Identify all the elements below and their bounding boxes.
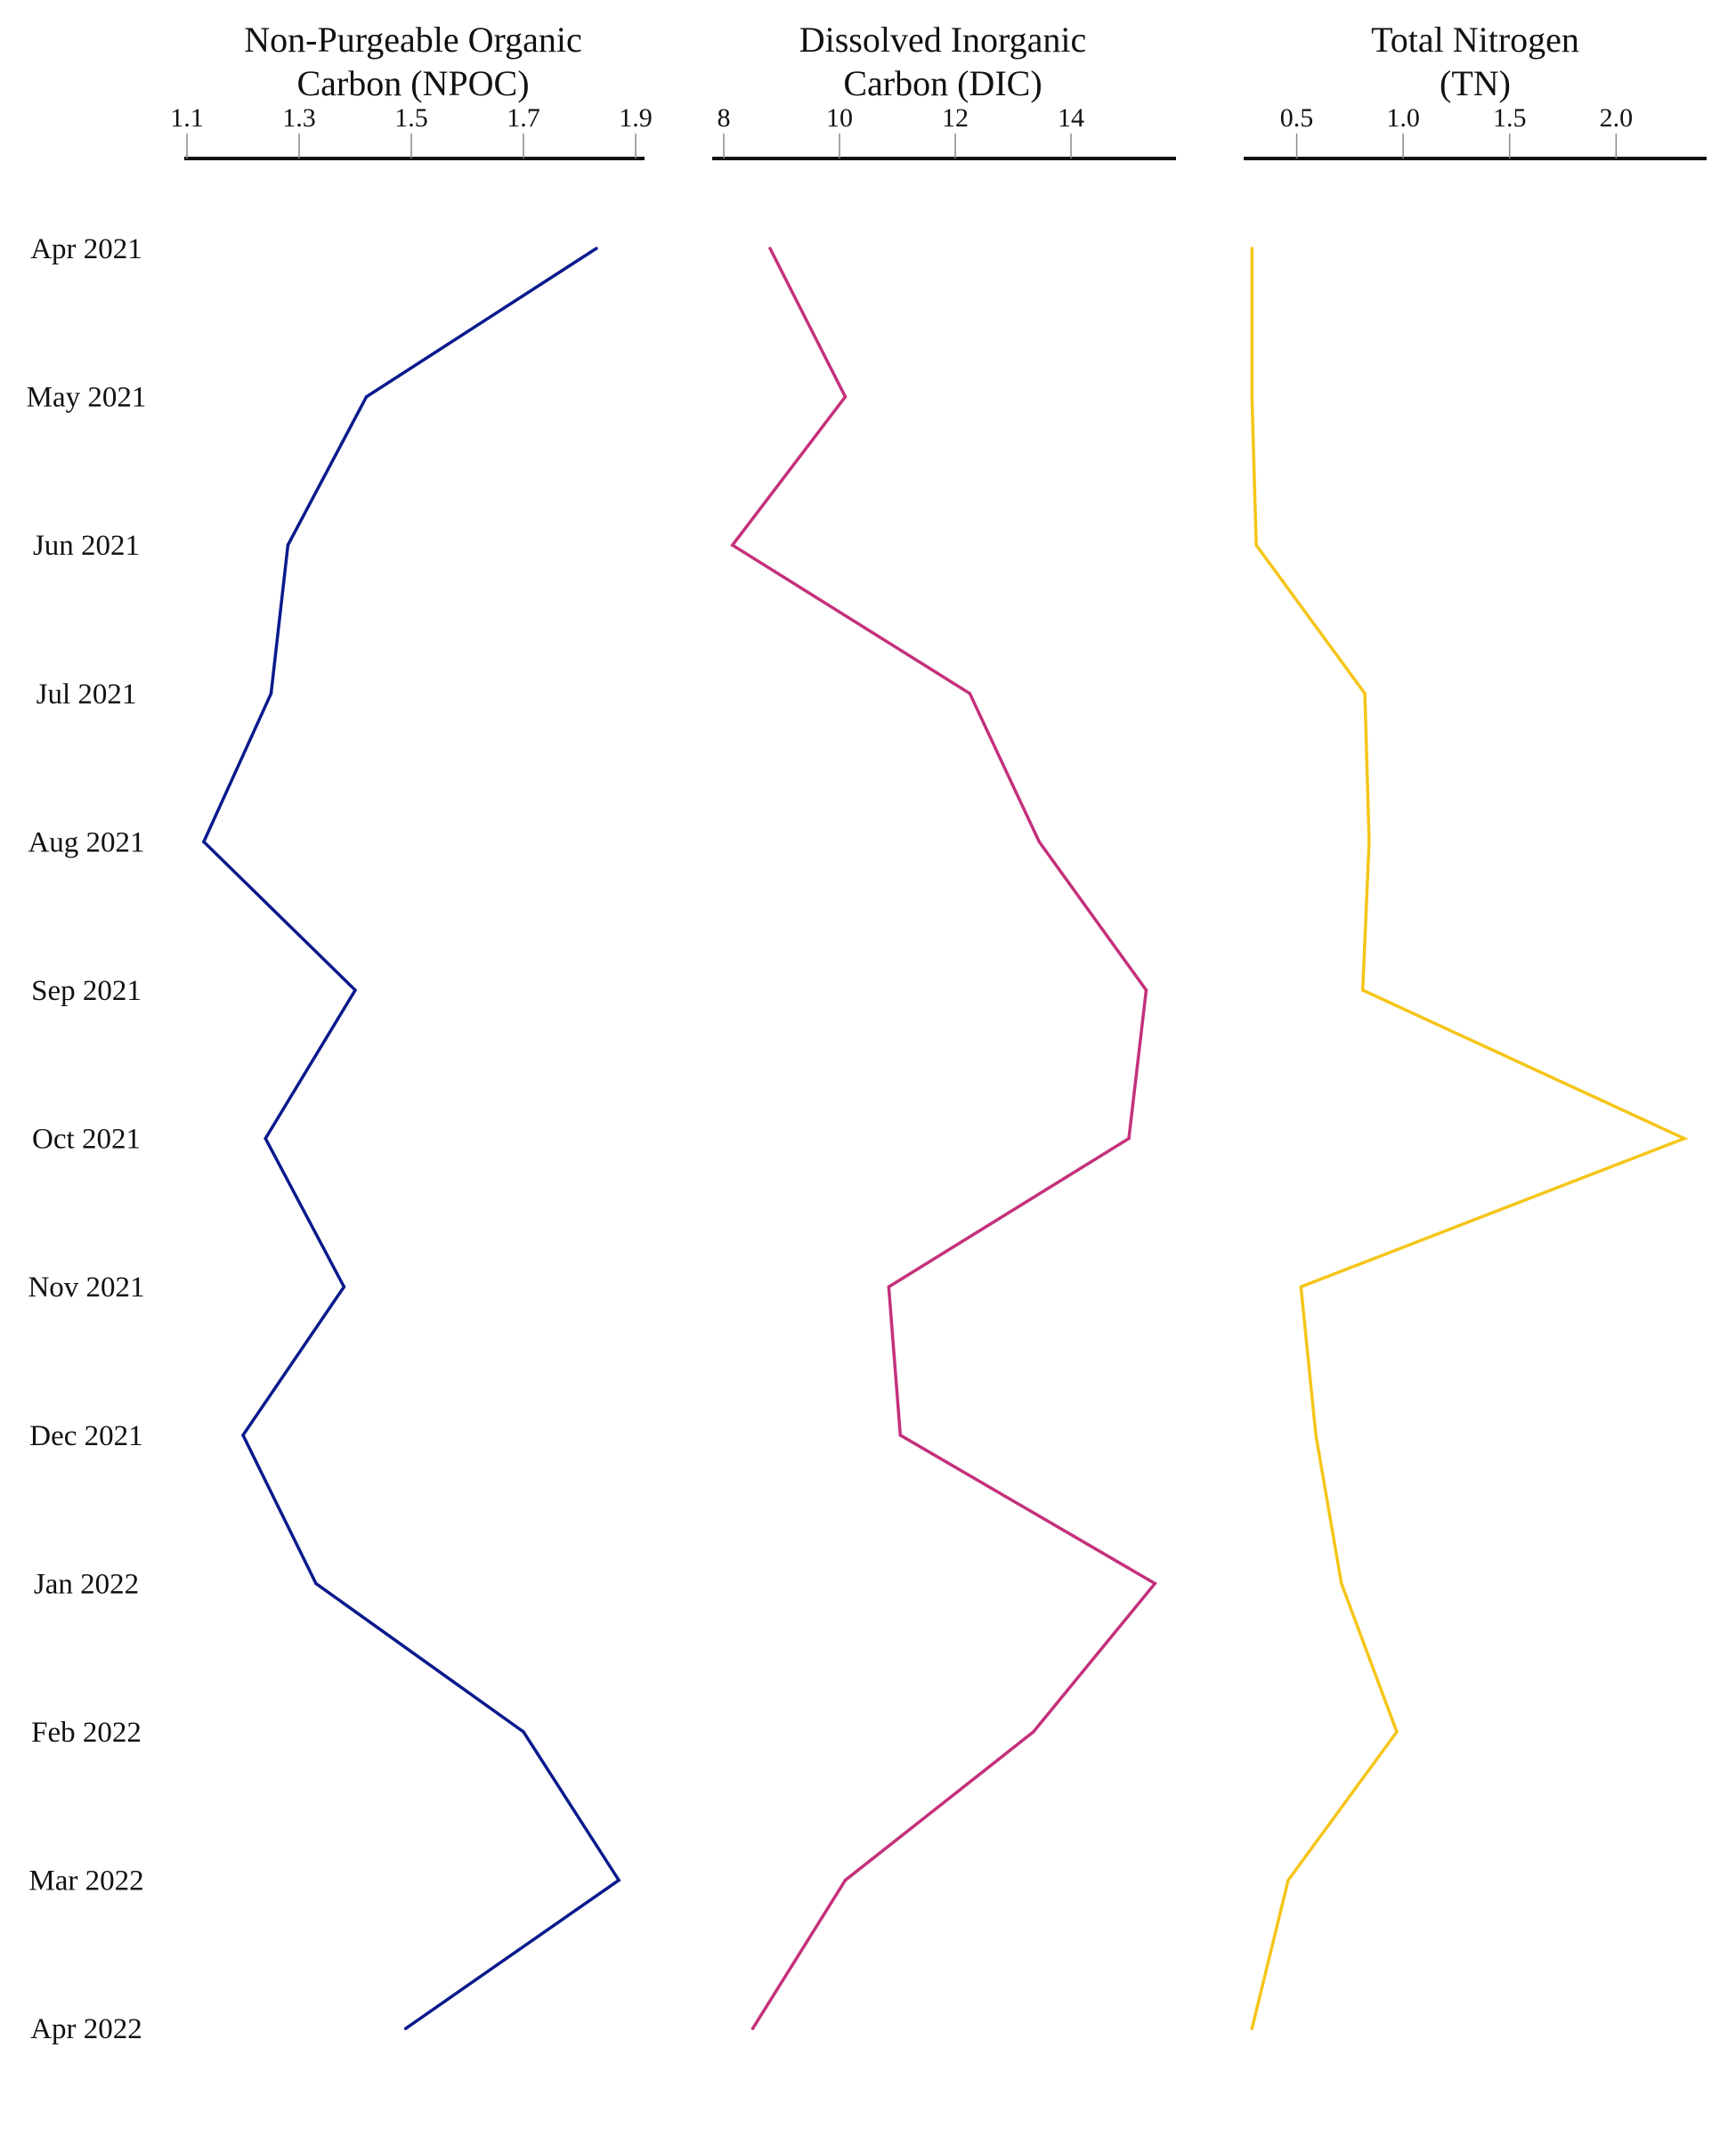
data-point [1254,543,1258,547]
tick-label: 14 [1058,103,1084,133]
data-point [1037,840,1041,844]
panel-title-line: Dissolved Inorganic [799,20,1087,60]
data-point [898,1434,902,1437]
data-point [286,543,290,547]
panel-title-line: Carbon (NPOC) [296,63,529,103]
date-label: Jun 2021 [33,530,140,562]
data-point [768,247,772,250]
data-point [403,2027,408,2030]
tick-label: 1.5 [394,103,428,133]
data-point [1367,840,1371,844]
data-point [264,1136,267,1141]
data-point [364,394,369,399]
data-point [202,840,206,844]
data-point [522,1730,525,1734]
date-label: Mar 2022 [28,1865,143,1897]
data-point [1250,2027,1254,2030]
tick-label: 1.9 [619,103,653,133]
data-point [1144,988,1148,992]
data-point [750,2027,755,2030]
panel-title-line: Non-Purgeable Organic [244,20,582,60]
data-point [731,543,734,547]
data-point [269,692,273,695]
panel-title-line: Total Nitrogen [1371,20,1579,60]
data-point [1683,1136,1686,1141]
date-label: Apr 2022 [30,2013,142,2045]
series-line [730,248,1157,2030]
date-label: Aug 2021 [28,826,144,858]
panel-3: Total Nitrogen(TN) 0.5 1.0 1.5 2.0 [1244,20,1707,2030]
date-label: Nov 2021 [28,1272,144,1304]
tick-label: 1.7 [507,103,540,133]
date-label: Apr 2021 [30,233,142,265]
tick-label: 1.0 [1386,103,1420,133]
data-point [342,1285,346,1288]
data-point [1250,394,1254,399]
data-point [1340,1581,1343,1586]
data-point [1250,247,1254,250]
date-label: Jan 2022 [34,1568,139,1600]
date-label: Jul 2021 [37,678,137,711]
tick-label: 8 [718,103,731,133]
data-point [1153,1581,1156,1586]
tick-label: 1.3 [282,103,316,133]
data-point [843,1878,848,1882]
data-point [1299,1285,1303,1288]
data-point [1395,1730,1399,1734]
tick-label: 0.5 [1280,103,1314,133]
series-line [1250,248,1689,2029]
data-point [1363,692,1367,695]
data-point [968,692,971,695]
date-label: Feb 2022 [31,1717,142,1749]
tick-label: 10 [826,103,853,133]
data-point [1286,1878,1290,1882]
panel-title-line: (TN) [1440,63,1511,103]
date-label: May 2021 [27,382,147,414]
date-label: Sep 2021 [31,975,142,1007]
data-point [241,1434,245,1437]
data-point [1127,1136,1131,1141]
data-point [887,1285,890,1288]
data-point [353,988,357,992]
tick-label: 1.5 [1493,103,1527,133]
tick-label: 2.0 [1600,103,1634,133]
data-point [843,394,848,399]
data-point [595,247,598,250]
date-label: Dec 2021 [29,1420,142,1452]
date-axis-labels: Apr 2021 May 2021 Jun 2021 Jul 2021 Aug 2021… [27,233,147,2045]
data-point [1032,1730,1035,1734]
tick-label: 1.1 [170,103,204,133]
date-label: Oct 2021 [32,1124,141,1156]
panel-title-line: Carbon (DIC) [843,63,1042,103]
data-point [1360,988,1365,992]
tick-label: 12 [942,103,969,133]
data-point [1314,1434,1318,1437]
data-point [314,1581,318,1586]
data-point [617,1878,621,1882]
